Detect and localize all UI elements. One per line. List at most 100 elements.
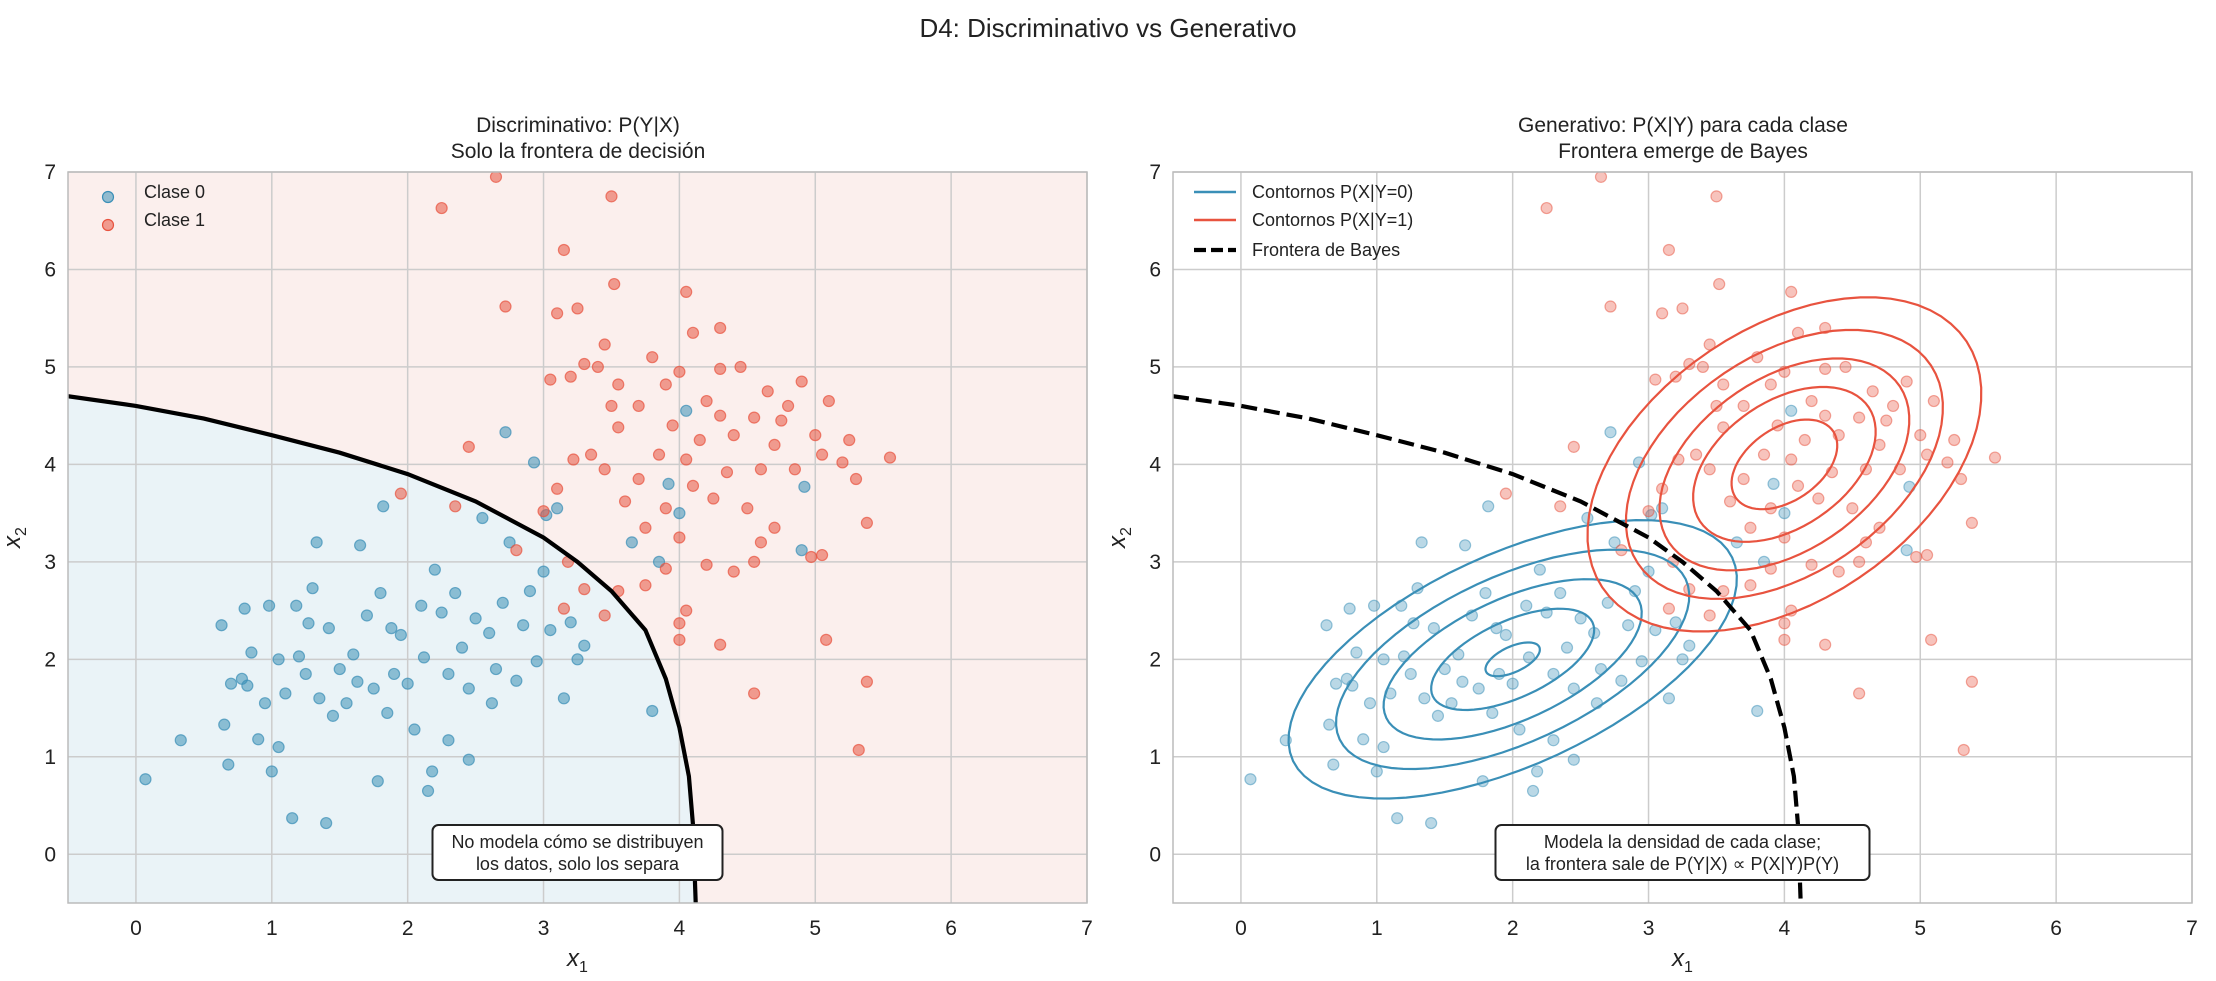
scatter-point-class0	[662, 477, 675, 490]
scatter-point-class0	[798, 480, 811, 493]
scatter-point-class0	[462, 753, 475, 766]
scatter-point-class1	[1778, 633, 1791, 646]
scatter-point-class0	[1520, 599, 1533, 612]
scatter-point-class1	[1683, 357, 1696, 371]
scatter-point-class1	[578, 357, 591, 371]
scatter-point-class0	[1320, 619, 1333, 632]
scatter-point-class0	[1459, 539, 1472, 552]
scatter-point-class0	[557, 692, 571, 705]
scatter-point-class0	[1669, 616, 1682, 629]
scatter-point-class1	[1764, 378, 1777, 391]
scatter-point-class1	[449, 500, 462, 513]
scatter-point-class1	[1499, 487, 1512, 500]
scatter-point-class0	[322, 622, 335, 635]
scatter-point-class0	[374, 586, 387, 600]
scatter-point-class1	[1703, 463, 1716, 476]
legend-label: Frontera de Bayes	[1252, 240, 1400, 260]
scatter-point-class1	[775, 414, 788, 427]
scatter-point-class0	[485, 697, 499, 710]
scatter-point-class0	[313, 692, 326, 705]
scatter-point-class1	[734, 360, 747, 374]
x-tick-label: 3	[1643, 917, 1655, 940]
scatter-point-class1	[1785, 453, 1798, 466]
scatter-point-class0	[1751, 704, 1764, 718]
panel-title-line2: Frontera emerge de Bayes	[1558, 140, 1808, 163]
scatter-point-class0	[1407, 617, 1420, 630]
scatter-point-class1	[666, 419, 679, 432]
scatter-point-class1	[639, 579, 652, 592]
scatter-point-class1	[727, 565, 740, 578]
figure-suptitle: D4: Discriminativo vs Generativo	[919, 13, 1296, 43]
scatter-point-class1	[680, 285, 693, 298]
scatter-point-class0	[449, 586, 462, 600]
scatter-point-class1	[1540, 201, 1553, 215]
scatter-point-class0	[1531, 765, 1544, 778]
scatter-point-class0	[215, 619, 228, 632]
scatter-point-class0	[571, 653, 584, 666]
scatter-point-class1	[1567, 440, 1580, 453]
density-contour-class0	[1382, 578, 1643, 741]
scatter-point-class1	[1853, 411, 1866, 424]
scatter-point-class1	[394, 487, 407, 500]
y-tick-label: 4	[1149, 453, 1161, 476]
scatter-point-class0	[510, 674, 523, 687]
scatter-point-class1	[1737, 472, 1750, 486]
scatter-point-class1	[1819, 409, 1832, 422]
density-contour-class1	[1658, 357, 1911, 572]
scatter-point-class0	[1492, 667, 1506, 681]
scatter-point-class0	[139, 773, 152, 786]
scatter-point-class0	[1622, 619, 1635, 632]
scatter-point-class0	[222, 758, 235, 771]
scatter-point-class0	[1900, 544, 1913, 557]
scatter-point-class0	[1431, 709, 1445, 722]
y-tick-label: 6	[1149, 258, 1161, 281]
y-tick-label: 5	[44, 356, 56, 379]
scatter-point-class1	[680, 604, 693, 617]
scatter-point-class1	[693, 433, 706, 447]
x-tick-label: 3	[538, 917, 550, 940]
scatter-point-class1	[1832, 565, 1845, 578]
scatter-point-class1	[673, 617, 686, 630]
x-tick-label: 0	[1235, 917, 1247, 940]
scatter-point-class1	[612, 378, 625, 391]
scatter-point-class0	[218, 718, 231, 731]
x-axis-label-subscript: 1	[1684, 959, 1693, 976]
scatter-point-class1	[462, 440, 475, 453]
scatter-point-class0	[1244, 773, 1257, 786]
scatter-point-class1	[1744, 521, 1757, 534]
scatter-point-class0	[1499, 628, 1512, 642]
scatter-point-class1	[1948, 433, 1961, 447]
x-tick-label: 7	[1081, 917, 1093, 940]
x-tick-label: 5	[1914, 917, 1926, 940]
scatter-point-class1	[551, 307, 564, 320]
scatter-point-class1	[1920, 548, 1934, 562]
scatter-point-class0	[517, 619, 530, 632]
scatter-point-class1	[700, 558, 713, 571]
scatter-point-class1	[1941, 456, 1954, 469]
scatter-point-class0	[1683, 639, 1696, 652]
scatter-point-class1	[1662, 243, 1676, 257]
x-tick-label: 6	[2050, 917, 2062, 940]
decision-boundary	[68, 394, 698, 903]
scatter-point-class1	[1737, 399, 1750, 413]
scatter-point-class0	[496, 596, 509, 609]
scatter-point-class0	[680, 404, 693, 417]
axes-frame	[67, 171, 1088, 904]
legend-label: Contornos P(X|Y=1)	[1252, 210, 1413, 230]
scatter-point-class1	[652, 448, 666, 461]
scatter-point-class0	[286, 812, 299, 825]
scatter-point-class0	[1370, 765, 1383, 778]
panel-generative: Generativo: P(X|Y) para cada clase Front…	[1104, 114, 2198, 976]
scatter-point-class0	[351, 675, 364, 688]
scatter-point-class1	[567, 453, 580, 466]
scatter-point-class1	[680, 453, 693, 466]
scatter-point-class1	[659, 562, 672, 575]
scatter-point-class1	[1988, 451, 2002, 464]
scatter-point-class1	[1744, 579, 1757, 592]
scatter-point-class1	[815, 548, 829, 562]
scatter-point-class1	[1957, 743, 1970, 757]
scatter-point-class1	[1785, 285, 1798, 298]
scatter-point-class1	[608, 277, 621, 291]
scatter-point-class1	[805, 550, 818, 564]
